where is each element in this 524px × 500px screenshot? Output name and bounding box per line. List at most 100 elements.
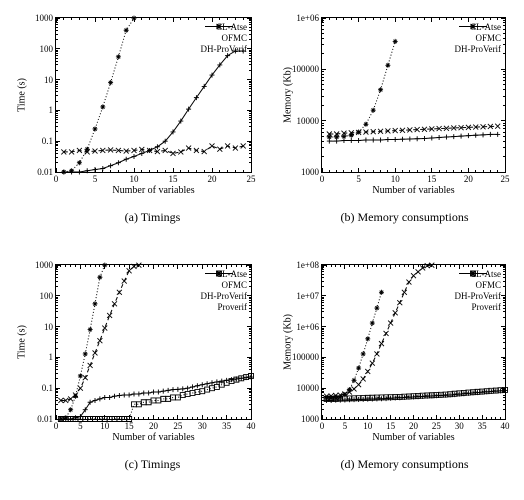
- legend-swatch: [459, 22, 487, 31]
- legend: CL-AtseOFMCDH-ProVerif: [455, 22, 502, 55]
- x-tick-label: 15: [386, 421, 395, 431]
- series-ofmc: [327, 124, 500, 137]
- y-tick-label: 1000: [301, 167, 319, 177]
- x-tick-label: 10: [130, 174, 139, 184]
- series-proverif: [58, 373, 253, 421]
- panel-caption: (b) Memory consumptions: [341, 210, 469, 225]
- y-tick-label: 0.01: [37, 167, 53, 177]
- legend: CL-AtseOFMCDH-ProVerifProverif: [455, 269, 502, 313]
- y-tick-label: 100: [40, 44, 54, 54]
- x-tick-label: 15: [427, 174, 436, 184]
- panel-caption: (d) Memory consumptions: [341, 457, 469, 472]
- x-tick-label: 5: [93, 174, 98, 184]
- legend-label: OFMC: [475, 280, 501, 290]
- panel-caption: (c) Timings: [125, 457, 181, 472]
- x-axis-title: Number of variables: [112, 185, 194, 196]
- y-axis-title: Memory (Kb): [283, 67, 294, 123]
- legend-label: OFMC: [221, 280, 247, 290]
- y-tick-label: 10: [44, 322, 53, 332]
- legend-swatch: [205, 22, 233, 31]
- plot-area: 05101520251000100001000001e+06Number of …: [321, 17, 506, 173]
- legend-item: OFMC: [455, 33, 502, 44]
- legend-item: DH-ProVerif: [201, 44, 248, 55]
- x-tick-label: 25: [247, 174, 256, 184]
- legend-item: OFMC: [201, 280, 248, 291]
- panel-d: 05101520253035401000100001000001e+061e+0…: [321, 264, 504, 418]
- legend-item: Proverif: [455, 302, 502, 313]
- series-dh-proverif: [324, 290, 384, 401]
- y-tick-label: 1000: [301, 414, 319, 424]
- legend-label: OFMC: [221, 33, 247, 43]
- x-tick-label: 20: [464, 174, 473, 184]
- legend-label: OFMC: [475, 33, 501, 43]
- x-tick-label: 25: [501, 174, 510, 184]
- y-tick-label: 1e+07: [296, 291, 319, 301]
- x-tick-label: 35: [222, 421, 231, 431]
- x-tick-label: 0: [320, 174, 325, 184]
- y-tick-label: 1: [49, 352, 54, 362]
- plot-area: 05101520250.010.11101001000Number of var…: [55, 17, 252, 173]
- x-tick-label: 15: [125, 421, 134, 431]
- x-tick-label: 15: [169, 174, 178, 184]
- legend-item: DH-ProVerif: [455, 44, 502, 55]
- series-cl-atse: [61, 48, 245, 174]
- y-tick-label: 1e+08: [296, 260, 319, 270]
- x-tick-label: 10: [363, 421, 372, 431]
- x-tick-label: 0: [54, 421, 59, 431]
- legend-label: DH-ProVerif: [455, 291, 502, 301]
- y-axis-title: Memory (Kb): [283, 314, 294, 370]
- legend-item: DH-ProVerif: [201, 291, 248, 302]
- y-axis-title: Time (s): [17, 78, 28, 112]
- legend-item: Proverif: [201, 302, 248, 313]
- x-axis-title: Number of variables: [112, 432, 194, 443]
- legend-item: DH-ProVerif: [455, 291, 502, 302]
- x-tick-label: 30: [198, 421, 207, 431]
- panel-caption: (a) Timings: [125, 210, 181, 225]
- legend-label: DH-ProVerif: [201, 291, 248, 301]
- x-tick-label: 20: [409, 421, 418, 431]
- panel-a: 05101520250.010.11101001000Number of var…: [55, 17, 250, 171]
- legend-swatch: [205, 269, 233, 278]
- y-tick-label: 100000: [292, 352, 319, 362]
- x-tick-label: 40: [247, 421, 256, 431]
- legend: CL-AtseOFMCDH-ProVerifProverif: [201, 269, 248, 313]
- x-axis-title: Number of variables: [372, 185, 454, 196]
- y-tick-label: 10: [44, 75, 53, 85]
- x-tick-label: 5: [343, 421, 348, 431]
- panel-c: 05101520253035400.010.11101001000Number …: [55, 264, 250, 418]
- x-tick-label: 0: [320, 421, 325, 431]
- x-tick-label: 30: [455, 421, 464, 431]
- legend: CL-AtseOFMCDH-ProVerif: [201, 22, 248, 55]
- x-tick-label: 20: [208, 174, 217, 184]
- plot-area: 05101520253035401000100001000001e+061e+0…: [321, 264, 506, 420]
- x-tick-label: 10: [391, 174, 400, 184]
- legend-item: OFMC: [455, 280, 502, 291]
- series-ofmc: [58, 263, 141, 403]
- y-tick-label: 0.1: [42, 383, 53, 393]
- y-tick-label: 10000: [297, 383, 320, 393]
- plot-area: 05101520253035400.010.11101001000Number …: [55, 264, 252, 420]
- x-tick-label: 20: [149, 421, 158, 431]
- y-tick-label: 10000: [297, 116, 320, 126]
- series-ofmc: [324, 263, 434, 399]
- x-tick-label: 0: [54, 174, 59, 184]
- legend-label: Proverif: [472, 302, 502, 312]
- legend-label: DH-ProVerif: [455, 44, 502, 54]
- x-axis-title: Number of variables: [372, 432, 454, 443]
- y-tick-label: 0.1: [42, 136, 53, 146]
- y-tick-label: 1: [49, 105, 54, 115]
- y-tick-label: 100: [40, 291, 54, 301]
- legend-item: OFMC: [201, 33, 248, 44]
- x-tick-label: 5: [356, 174, 361, 184]
- x-tick-label: 40: [501, 421, 510, 431]
- x-tick-label: 10: [100, 421, 109, 431]
- legend-label: DH-ProVerif: [201, 44, 248, 54]
- y-axis-title: Time (s): [17, 325, 28, 359]
- x-tick-label: 5: [78, 421, 83, 431]
- y-tick-label: 100000: [292, 64, 319, 74]
- y-tick-label: 1e+06: [296, 13, 319, 23]
- legend-swatch: [459, 269, 487, 278]
- x-tick-label: 35: [478, 421, 487, 431]
- legend-label: Proverif: [218, 302, 248, 312]
- y-tick-label: 1000: [35, 260, 53, 270]
